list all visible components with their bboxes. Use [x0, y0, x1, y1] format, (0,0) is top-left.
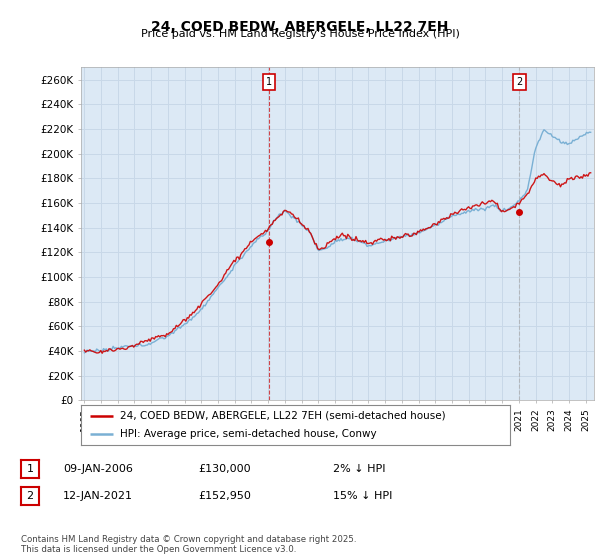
- Text: HPI: Average price, semi-detached house, Conwy: HPI: Average price, semi-detached house,…: [119, 430, 376, 439]
- Text: 2: 2: [26, 491, 34, 501]
- Text: 1: 1: [266, 77, 272, 87]
- Text: 2% ↓ HPI: 2% ↓ HPI: [333, 464, 386, 474]
- Text: 24, COED BEDW, ABERGELE, LL22 7EH (semi-detached house): 24, COED BEDW, ABERGELE, LL22 7EH (semi-…: [119, 411, 445, 421]
- Text: 2: 2: [517, 77, 523, 87]
- Text: 09-JAN-2006: 09-JAN-2006: [63, 464, 133, 474]
- Text: £130,000: £130,000: [198, 464, 251, 474]
- Text: Contains HM Land Registry data © Crown copyright and database right 2025.
This d: Contains HM Land Registry data © Crown c…: [21, 535, 356, 554]
- Text: 1: 1: [26, 464, 34, 474]
- Text: 12-JAN-2021: 12-JAN-2021: [63, 491, 133, 501]
- Text: 24, COED BEDW, ABERGELE, LL22 7EH: 24, COED BEDW, ABERGELE, LL22 7EH: [151, 20, 449, 34]
- Text: Price paid vs. HM Land Registry's House Price Index (HPI): Price paid vs. HM Land Registry's House …: [140, 29, 460, 39]
- Text: 15% ↓ HPI: 15% ↓ HPI: [333, 491, 392, 501]
- Text: £152,950: £152,950: [198, 491, 251, 501]
